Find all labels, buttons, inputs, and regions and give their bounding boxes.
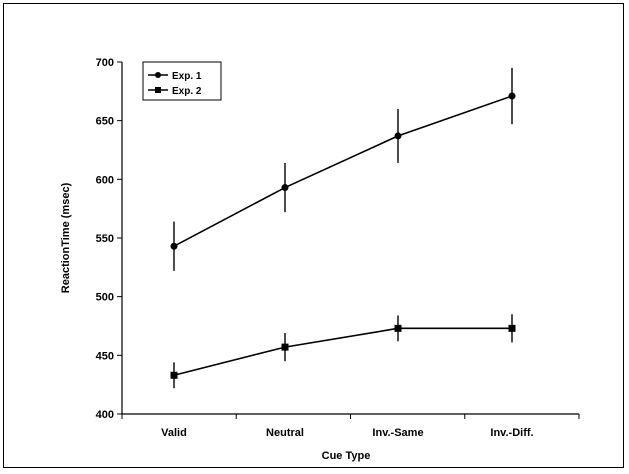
y-tick-label-500: 500 xyxy=(96,292,114,304)
point-exp2-3 xyxy=(508,324,516,332)
y-tick-label-650: 650 xyxy=(96,116,114,128)
y-tick-label-700: 700 xyxy=(96,57,114,69)
point-exp2-1 xyxy=(281,343,289,351)
legend-marker-exp1 xyxy=(155,72,161,78)
point-exp2-0 xyxy=(170,371,178,379)
y-tick-label-550: 550 xyxy=(96,233,114,245)
y-axis-title: ReactionTime (msec) xyxy=(60,182,72,293)
x-tick-label-inv-same: Inv.-Same xyxy=(372,427,423,439)
legend-label-exp2: Exp. 2 xyxy=(172,86,202,97)
series-line-exp2 xyxy=(173,327,512,377)
series-layer xyxy=(170,67,516,389)
line-chart: 400 450 500 550 600 650 700 Valid Neutral Inv.-Sa… xyxy=(60,57,580,462)
series-line-exp1 xyxy=(173,95,513,247)
legend: Exp. 1 Exp. 2 xyxy=(142,61,222,101)
axes: 400 450 500 550 600 650 700 Valid Neutral Inv.-Sa… xyxy=(96,57,580,439)
chart-frame: 400 450 500 550 600 650 700 Valid Neutral Inv.-Sa… xyxy=(3,3,624,468)
x-tick-label-neutral: Neutral xyxy=(266,427,304,439)
point-exp1-1 xyxy=(281,184,289,192)
y-tick-label-450: 450 xyxy=(96,350,114,362)
point-exp1-3 xyxy=(508,92,516,100)
y-tick-label-600: 600 xyxy=(96,174,114,186)
y-tick-label-400: 400 xyxy=(96,409,114,421)
legend-label-exp1: Exp. 1 xyxy=(172,71,202,82)
legend-box xyxy=(142,61,222,101)
point-exp2-2 xyxy=(394,324,402,332)
legend-marker-exp2 xyxy=(155,87,161,93)
point-exp1-0 xyxy=(170,242,178,250)
point-exp1-2 xyxy=(394,132,402,140)
x-tick-label-valid: Valid xyxy=(161,427,187,439)
x-axis-title: Cue Type xyxy=(322,450,371,462)
x-tick-label-inv-diff: Inv.-Diff. xyxy=(490,427,533,439)
